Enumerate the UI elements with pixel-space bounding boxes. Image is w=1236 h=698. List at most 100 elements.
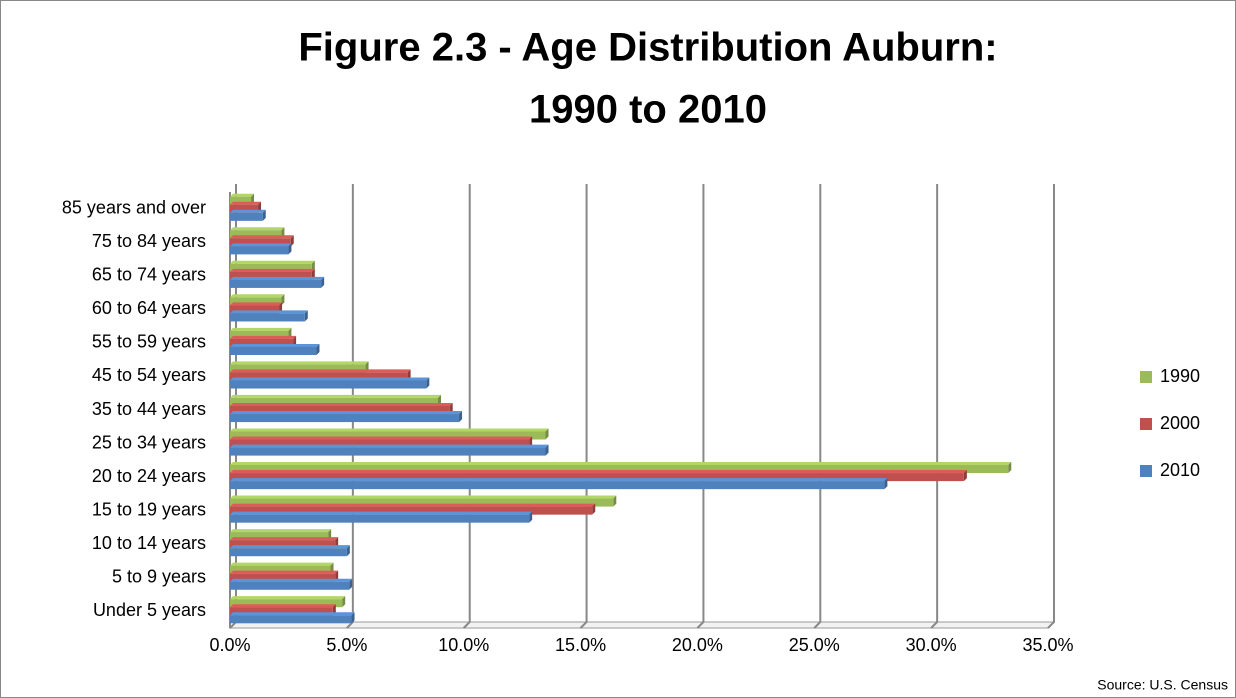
y-tick-label: 25 to 34 years [92, 432, 206, 452]
bar [230, 196, 252, 205]
bar [230, 414, 460, 423]
bar-top [230, 570, 339, 574]
grid-line [346, 184, 354, 629]
y-tick-label: 15 to 19 years [92, 499, 206, 519]
bar-top [230, 394, 442, 398]
bar-top [230, 596, 346, 600]
bar [230, 465, 1009, 474]
bar [230, 204, 259, 213]
grid-line [1047, 184, 1055, 629]
bar-top [230, 335, 297, 339]
bar-top [230, 294, 285, 298]
bar-top [230, 209, 266, 213]
bar-top [230, 310, 308, 314]
bar-top [230, 411, 463, 415]
y-tick-label: 75 to 84 years [92, 231, 206, 251]
bar-side [316, 343, 320, 355]
bar [230, 338, 294, 347]
bar [230, 447, 546, 456]
bar-top [230, 377, 430, 381]
bar-top [230, 428, 549, 432]
bar-top [230, 227, 285, 231]
grid-line [813, 184, 822, 629]
bar [230, 481, 885, 490]
bar-top [230, 343, 320, 347]
bar-side [592, 503, 596, 515]
bar-side [321, 276, 325, 288]
bar-side [281, 294, 285, 306]
y-tick-label: 5 to 9 years [112, 566, 206, 586]
x-tick-label: 0.0% [209, 635, 250, 655]
bar-side [288, 243, 292, 255]
bar-top [230, 327, 292, 331]
x-tick-label: 5.0% [326, 635, 367, 655]
bar-top [230, 444, 549, 448]
bar [230, 565, 331, 574]
bar [230, 271, 312, 280]
bar-side [459, 411, 463, 423]
bar-side [351, 612, 355, 624]
legend-swatch [1140, 371, 1152, 383]
bar-top [230, 193, 255, 197]
bar-top [230, 562, 334, 566]
bar-top [230, 201, 262, 205]
bar [230, 397, 439, 406]
bar-top [230, 529, 332, 533]
bar [230, 532, 329, 541]
y-tick-label: 60 to 64 years [92, 298, 206, 318]
bar-side [262, 209, 266, 221]
bar-side [1008, 462, 1012, 474]
bar [230, 599, 343, 608]
bar-side [963, 470, 967, 482]
bar [230, 607, 333, 616]
y-tick-label: 35 to 44 years [92, 399, 206, 419]
bar-side [545, 428, 549, 440]
bar-side [613, 495, 617, 507]
bar [230, 506, 593, 515]
grid-line [930, 184, 939, 629]
bar [230, 581, 350, 590]
bar-side [426, 377, 430, 389]
bar-top [230, 470, 967, 474]
bar-top [230, 260, 315, 264]
legend-label: 1990 [1160, 366, 1200, 386]
grid-line [463, 184, 471, 629]
bar [230, 540, 336, 549]
bar [230, 305, 280, 314]
y-tick-label: 85 years and over [62, 198, 206, 218]
plot-floor [228, 621, 1056, 629]
bar-top [230, 511, 533, 515]
bar-side [304, 310, 308, 322]
bar [230, 473, 964, 482]
bar [230, 263, 312, 272]
bar [230, 372, 408, 381]
bar [230, 230, 282, 239]
legend-swatch [1140, 465, 1152, 477]
bar-top [230, 436, 533, 440]
legend-label: 2000 [1160, 413, 1200, 433]
bar-top [230, 302, 283, 306]
x-tick-label: 35.0% [1022, 635, 1073, 655]
bar [230, 514, 530, 523]
bar-top [230, 604, 336, 608]
bar-top [230, 235, 294, 239]
y-tick-label: 65 to 74 years [92, 265, 206, 285]
bar [230, 498, 614, 507]
y-tick-label: 10 to 14 years [92, 533, 206, 553]
bar [230, 573, 336, 582]
x-tick-label: 30.0% [906, 635, 957, 655]
x-tick-label: 15.0% [555, 635, 606, 655]
y-tick-label: 55 to 59 years [92, 332, 206, 352]
bar-top [230, 462, 1012, 466]
bar [230, 313, 305, 322]
bar [230, 297, 282, 306]
y-tick-label: Under 5 years [93, 600, 206, 620]
bar-top [230, 503, 596, 507]
y-tick-label: 20 to 24 years [92, 466, 206, 486]
legend-label: 2010 [1160, 460, 1200, 480]
bar-side [349, 578, 353, 590]
y-tick-label: 45 to 54 years [92, 365, 206, 385]
bar-side [545, 444, 549, 456]
